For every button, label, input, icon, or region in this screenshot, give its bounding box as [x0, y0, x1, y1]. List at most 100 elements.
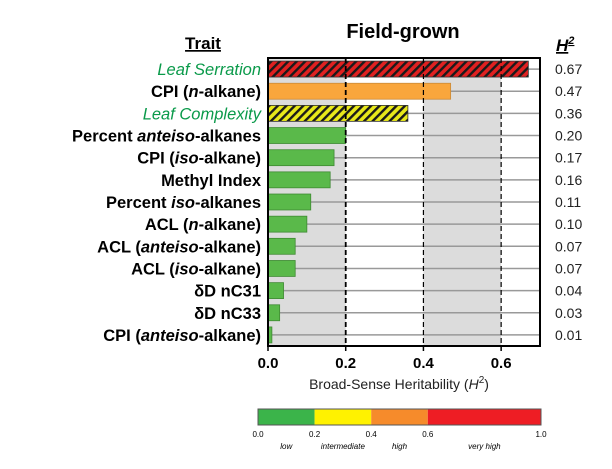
h2-header-letter: H: [556, 36, 569, 55]
h2-value: 0.11: [555, 194, 581, 210]
trait-label: Leaf Complexity: [143, 105, 263, 123]
bars: [267, 60, 529, 344]
trait-label-part: CPI (: [137, 150, 175, 168]
bar: [267, 282, 284, 299]
x-tick-label: 0.6: [491, 355, 512, 372]
legend-segment: [427, 409, 541, 425]
bar: [267, 237, 296, 255]
bar: [267, 171, 331, 189]
trait-label-part: n: [189, 83, 199, 101]
h2-value: 0.20: [555, 128, 582, 144]
trait-label: CPI (n-alkane): [151, 83, 261, 101]
trait-label: δD nC33: [194, 305, 261, 323]
legend-segment: [258, 409, 315, 425]
x-tick-label: 0.2: [335, 355, 356, 372]
bar: [267, 149, 335, 167]
h2-value: 0.47: [555, 83, 582, 99]
trait-label-part: Leaf Serration: [157, 61, 261, 79]
h2-column-header: H2: [556, 35, 574, 55]
h2-value: 0.17: [555, 150, 582, 166]
trait-label-part: anteiso: [141, 327, 199, 345]
h2-value: 0.01: [555, 327, 582, 343]
chart-title: Field-grown: [346, 21, 459, 43]
trait-label: CPI (anteiso-alkane): [103, 327, 261, 345]
h2-value: 0.36: [555, 105, 582, 121]
plot-frame: [267, 57, 541, 347]
h2-value: 0.16: [555, 172, 582, 188]
h2-header-sup: 2: [567, 35, 574, 47]
legend-category-label: high: [392, 442, 408, 451]
trait-label: CPI (iso-alkane): [137, 150, 261, 168]
trait-label-part: anteiso: [137, 128, 195, 146]
h2-value: 0.07: [555, 238, 582, 254]
trait-column-header: Trait: [185, 34, 221, 53]
trait-label-part: ACL (: [145, 216, 189, 234]
h2-value: 0.03: [555, 305, 582, 321]
trait-label-part: Leaf Complexity: [143, 105, 263, 123]
trait-label-part: -alkane): [199, 260, 261, 278]
x-tick-label: 0.4: [413, 355, 435, 372]
trait-label: Percent anteiso-alkanes: [72, 128, 261, 146]
legend-segment: [371, 409, 428, 425]
legend-tick-label: 1.0: [535, 430, 547, 439]
dashed-gridlines: [344, 58, 502, 346]
trait-label-part: iso: [171, 194, 195, 212]
trait-label: Percent iso-alkanes: [106, 194, 261, 212]
color-scale-legend: low intermediate high very high 0.0 0.2 0.4 0.6…: [252, 408, 547, 451]
trait-label: Leaf Serration: [157, 61, 261, 79]
trait-label-part: iso: [175, 260, 199, 278]
legend-category-label: very high: [468, 442, 501, 451]
trait-label-part: CPI (: [151, 83, 189, 101]
legend-border: [257, 408, 542, 426]
heritability-value-labels: 0.67 0.47 0.36 0.20 0.17 0.16 0.11 0.10 0.07 0.07…: [555, 61, 582, 343]
trait-label-part: δD nC31: [194, 283, 261, 301]
x-axis-label-italic: H: [469, 376, 480, 392]
legend-segment: [314, 409, 372, 425]
legend-tick-label: 0.4: [366, 430, 378, 439]
trait-label-part: CPI (: [103, 327, 141, 345]
trait-label-part: -alkane): [199, 83, 261, 101]
legend-tick-label: 0.6: [422, 430, 434, 439]
bar: [267, 304, 281, 322]
bar: [267, 260, 296, 277]
h2-value: 0.67: [555, 61, 582, 77]
x-axis-label-end: ): [484, 376, 489, 392]
trait-label-part: Percent: [72, 128, 137, 146]
trait-label-part: ACL (: [131, 260, 175, 278]
trait-label-part: δD nC33: [194, 305, 261, 323]
x-axis-ticks: 0.0 0.2 0.4 0.6: [258, 346, 512, 372]
legend-tick-label: 0.2: [309, 430, 321, 439]
h2-value: 0.07: [555, 260, 582, 276]
trait-label: ACL (iso-alkane): [131, 260, 261, 278]
h2-value: 0.04: [555, 283, 582, 299]
trait-label: Methyl Index: [161, 172, 262, 190]
trait-label-part: -alkane): [199, 150, 261, 168]
legend-category-label: intermediate: [321, 442, 366, 451]
legend-category-label: low: [280, 442, 293, 451]
trait-label-part: -alkanes: [195, 194, 261, 212]
x-axis-label: Broad-Sense Heritability (H2): [309, 375, 489, 392]
trait-label-part: ACL (: [97, 238, 141, 256]
trait-label-part: -alkane): [199, 327, 261, 345]
legend-tick-label: 0.0: [252, 430, 264, 439]
trait-label: ACL (n-alkane): [145, 216, 261, 234]
trait-label-part: n: [189, 216, 199, 234]
trait-label-part: -alkane): [199, 216, 261, 234]
bar: [267, 215, 308, 233]
x-tick-label: 0.0: [258, 355, 279, 372]
trait-label-part: -alkanes: [195, 128, 261, 146]
x-axis-label-text: Broad-Sense Heritability (: [309, 376, 469, 392]
trait-label: ACL (anteiso-alkane): [97, 238, 261, 256]
h2-value: 0.10: [555, 216, 582, 232]
trait-label-part: Methyl Index: [161, 172, 262, 190]
bar: [267, 105, 409, 122]
trait-label: δD nC31: [194, 283, 261, 301]
trait-label-part: Percent: [106, 194, 171, 212]
trait-label-part: -alkane): [199, 238, 261, 256]
bar: [267, 193, 312, 211]
trait-label-part: iso: [175, 150, 199, 168]
bar: [267, 60, 529, 78]
trait-label-part: anteiso: [141, 238, 199, 256]
